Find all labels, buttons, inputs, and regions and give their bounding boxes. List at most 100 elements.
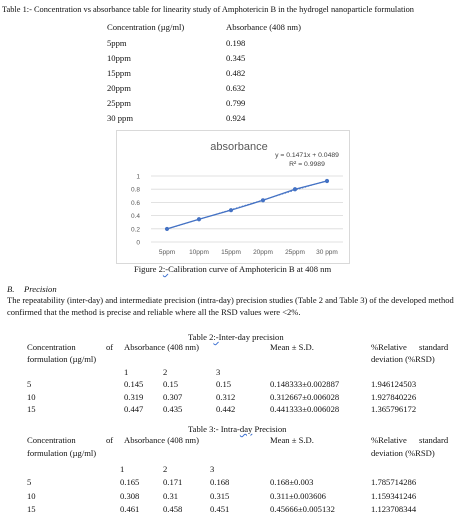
table2-subheader: 3 — [216, 367, 221, 377]
table3-cell-conc: 10 — [27, 491, 36, 501]
table2-subheader: 2 — [163, 367, 168, 377]
table3-cell-a3: 0.451 — [210, 504, 230, 514]
table3-caption-prefix: Table 3:- Intra- — [188, 424, 240, 434]
figure2-caption-rest: Calibration curve of Amphotericin B at 4… — [168, 264, 332, 274]
data-point — [164, 226, 170, 232]
table3-subheader: 3 — [210, 464, 215, 474]
table1-cell-abs: 0.632 — [226, 83, 246, 93]
table3-cell-conc: 5 — [27, 477, 32, 487]
table1-cell-conc: 15ppm — [107, 68, 131, 78]
table1-header-absorbance: Absorbance (408 nm) — [226, 22, 301, 32]
table2-cell-conc: 10 — [27, 392, 36, 402]
table3-caption: Table 3:- Intra-day Precision — [188, 424, 287, 435]
data-point — [260, 198, 266, 203]
table1-cell-abs: 0.924 — [226, 113, 246, 123]
y-tick-label: 0.2 — [131, 226, 140, 233]
table2-cell-rsd: 1.946124503 — [371, 379, 417, 389]
table3-subheader: 1 — [120, 464, 125, 474]
table3-subheader: 2 — [163, 464, 168, 474]
table2-subheader: 1 — [124, 367, 129, 377]
data-point — [324, 178, 330, 184]
table3-header-concentration: Concentration — [27, 435, 76, 445]
table3-cell-a1: 0.308 — [120, 491, 140, 501]
table2-caption-rest: Inter-day precision — [218, 332, 284, 342]
table3-cell-a2: 0.31 — [163, 491, 179, 501]
table2-header-rsd-standard: standard — [419, 342, 449, 352]
table2-cell-a3: 0.442 — [216, 404, 236, 414]
table3-header-absorbance: Absorbance (408 nm) — [124, 435, 199, 445]
table3-header-rsd: %Relative — [371, 435, 407, 445]
table1-cell-conc: 30 ppm — [107, 113, 134, 123]
calibration-chart: absorbance y = 0.1471x + 0.0489 R² = 0.9… — [116, 130, 350, 264]
chart-x-tick-labels: 5ppm 10ppm 15ppm 20ppm 25ppm 30 ppm — [159, 249, 338, 256]
x-tick-label: 15ppm — [221, 249, 241, 256]
table2-header-rsd-deviation: deviation (%RSD) — [371, 354, 435, 364]
table3-cell-rsd: 1.123708344 — [371, 504, 417, 514]
table2-cell-conc: 5 — [27, 379, 32, 389]
table3-cell-a1: 0.461 — [120, 504, 140, 514]
table3-cell-a2: 0.458 — [163, 504, 183, 514]
x-tick-label: 10ppm — [189, 249, 209, 256]
table3-header-rsd-standard: standard — [419, 435, 449, 445]
table3-caption-rest: Precision — [252, 424, 287, 434]
table2-cell-a1: 0.145 — [124, 379, 144, 389]
y-tick-label: 0.6 — [131, 200, 140, 207]
table1-caption: Table 1:- Concentration vs absorbance ta… — [2, 5, 414, 14]
table2-cell-a2: 0.15 — [163, 379, 179, 389]
table1-cell-abs: 0.198 — [226, 38, 246, 48]
precision-paragraph-line1: The repeatability (inter-day) and interm… — [7, 295, 454, 305]
chart-gridlines — [151, 175, 343, 243]
table2-header-of: of — [106, 342, 114, 352]
table2-caption-prefix: Table 2 — [188, 332, 214, 342]
table2-cell-a2: 0.307 — [163, 392, 183, 402]
y-tick-label: 0 — [136, 240, 140, 247]
trendline-r2: R² = 0.9989 — [289, 161, 325, 168]
table2-cell-a1: 0.447 — [124, 404, 144, 414]
table3-cell-mean: 0.45666±0.005132 — [270, 504, 335, 514]
chart-title: absorbance — [210, 141, 268, 153]
table2-cell-a3: 0.312 — [216, 392, 236, 402]
table2-caption-mark: :- — [213, 332, 219, 342]
table3-cell-conc: 15 — [27, 504, 36, 514]
table3-cell-mean: 0.311±0.003606 — [270, 491, 326, 501]
table2-cell-a3: 0.15 — [216, 379, 232, 389]
table2-cell-a1: 0.319 — [124, 392, 144, 402]
table3-cell-a3: 0.168 — [210, 477, 230, 487]
figure2-caption-prefix: Figure 2 — [134, 264, 163, 274]
series-line — [166, 180, 328, 230]
data-point — [228, 208, 234, 213]
y-tick-label: 0.8 — [131, 187, 140, 194]
table3-header-of: of — [106, 435, 114, 445]
table2-header-formulation: formulation (µg/ml) — [27, 354, 97, 364]
table3-header-rsd-deviation: deviation (%RSD) — [371, 448, 435, 458]
table3-cell-a3: 0.315 — [210, 491, 230, 501]
x-tick-label: 5ppm — [159, 249, 175, 256]
x-tick-label: 20ppm — [253, 249, 273, 256]
table3-header-mean: Mean ± S.D. — [270, 435, 314, 445]
table2-caption: Table 2:-Inter-day precision — [188, 332, 284, 343]
table1-cell-abs: 0.799 — [226, 98, 246, 108]
table2-header-mean: Mean ± S.D. — [270, 342, 314, 352]
figure2-caption-mark: :- — [162, 264, 169, 274]
x-tick-label: 25ppm — [285, 249, 305, 256]
chart-series-line — [166, 180, 328, 230]
table2-cell-a2: 0.435 — [163, 404, 183, 414]
precision-heading-letter: B. — [7, 284, 15, 294]
table3-cell-a2: 0.171 — [163, 477, 183, 487]
table2-cell-mean: 0.312667±0.006028 — [270, 392, 340, 402]
table2-cell-mean: 0.441333±0.006028 — [270, 404, 340, 414]
precision-paragraph-line2: confirmed that the method is precise and… — [7, 307, 301, 317]
table2-cell-rsd: 1.365796172 — [371, 404, 417, 414]
table1-cell-conc: 10ppm — [107, 53, 131, 63]
chart-y-tick-labels: 0 0.2 0.4 0.6 0.8 1 — [131, 174, 140, 247]
data-point — [292, 187, 298, 192]
table3-cell-rsd: 1.785714286 — [371, 477, 417, 487]
table2-header-absorbance: Absorbance (408 nm) — [124, 342, 199, 352]
chart-points — [164, 178, 330, 232]
data-point — [196, 217, 202, 222]
y-tick-label: 0.4 — [131, 213, 140, 220]
table3-caption-mark: day — [239, 424, 253, 434]
x-tick-label: 30 ppm — [316, 249, 338, 256]
table1-cell-conc: 25ppm — [107, 98, 131, 108]
trendline-equation: y = 0.1471x + 0.0489 — [275, 152, 339, 159]
